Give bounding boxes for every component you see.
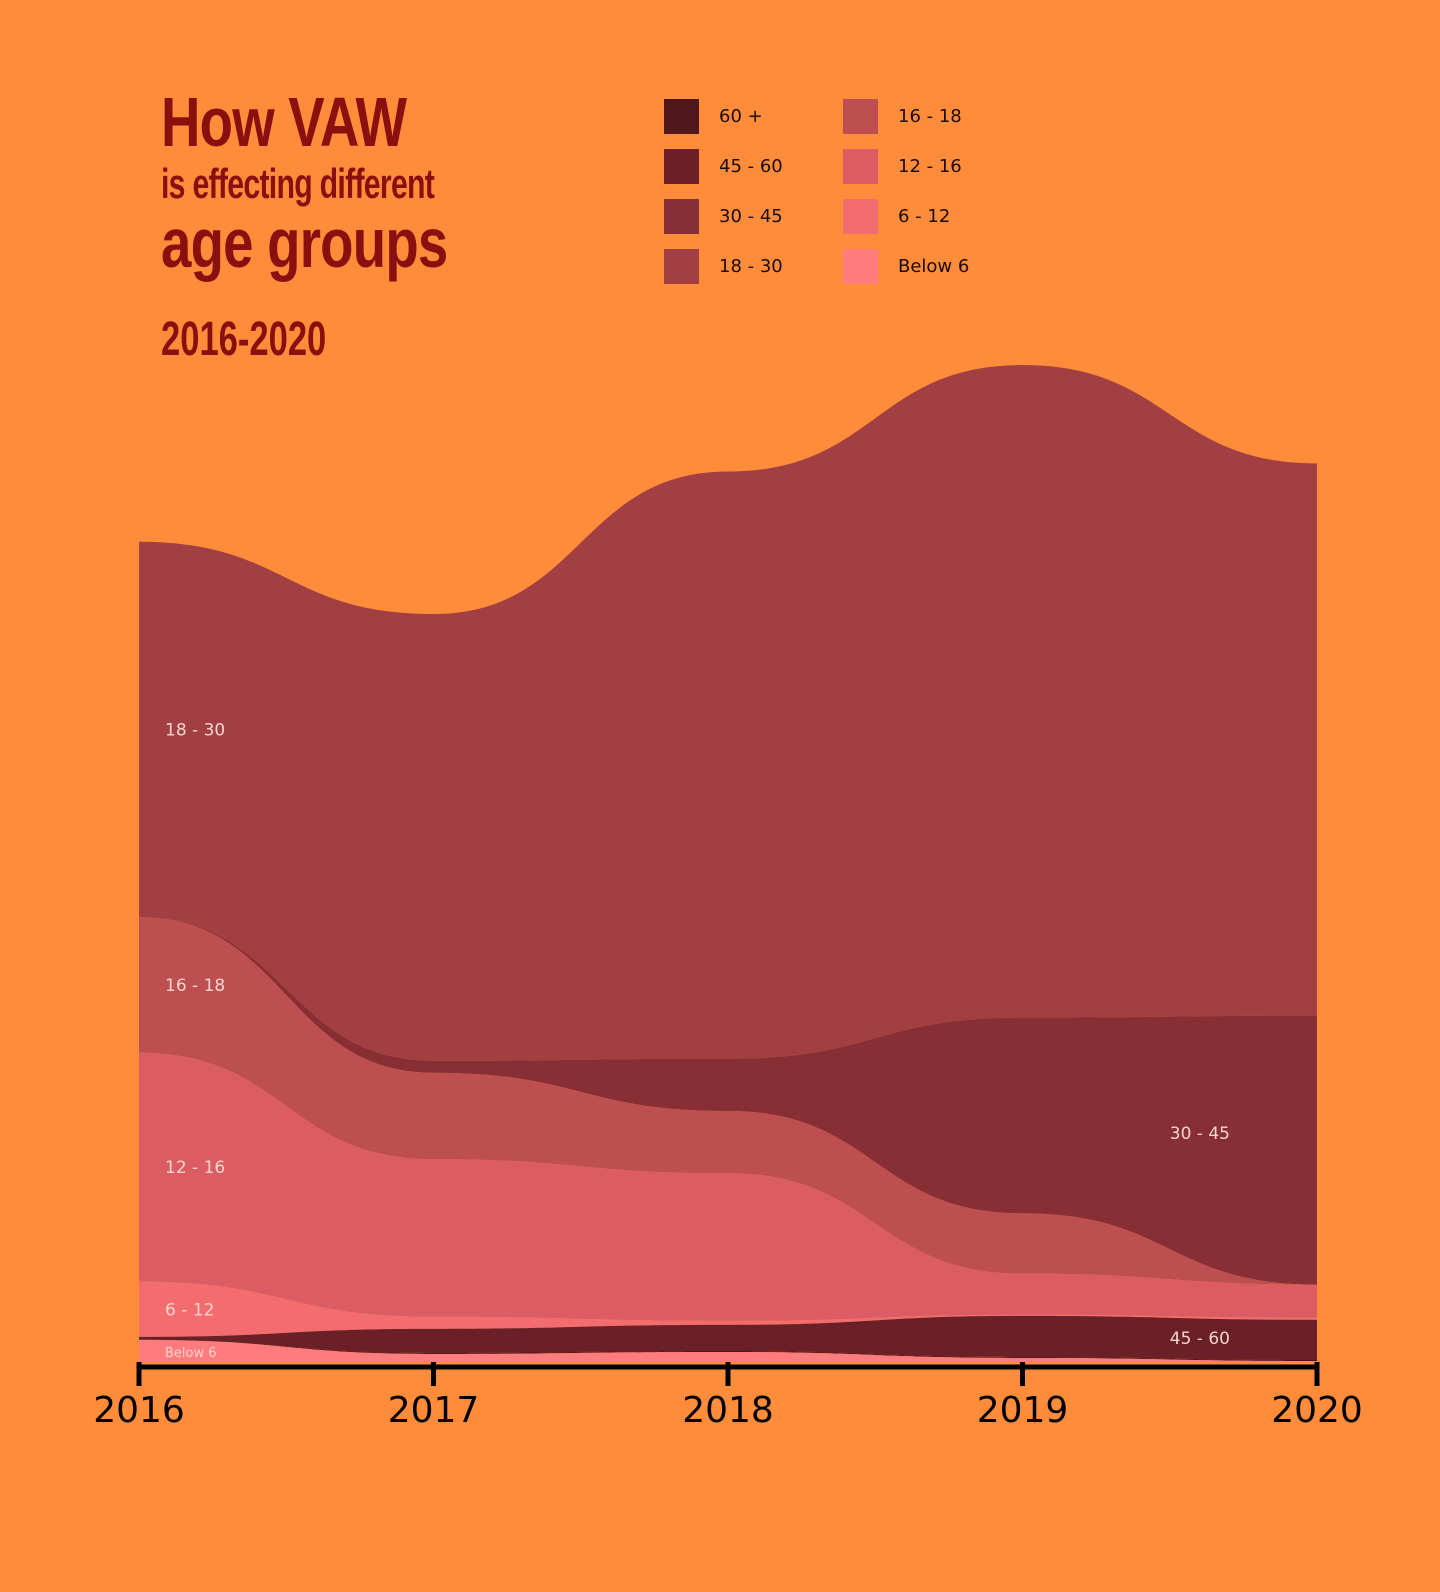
legend-item: 12 - 16 bbox=[843, 148, 962, 184]
title-line-3: age groups bbox=[161, 204, 448, 282]
stream-label: 6 - 12 bbox=[165, 1300, 214, 1320]
legend-swatch bbox=[664, 148, 699, 184]
legend-label: 6 - 12 bbox=[898, 205, 951, 227]
legend-item: Below 6 bbox=[843, 248, 969, 284]
title-line-1: How VAW bbox=[161, 83, 407, 161]
stream-area bbox=[139, 365, 1317, 1061]
legend-item: 18 - 30 bbox=[664, 248, 783, 284]
legend-swatch bbox=[843, 148, 878, 184]
stream-area bbox=[139, 917, 1317, 1285]
legend-item: 6 - 12 bbox=[843, 198, 950, 234]
legend-swatch bbox=[664, 248, 699, 284]
legend-label: 18 - 30 bbox=[719, 255, 783, 277]
legend-swatch bbox=[843, 248, 878, 284]
stream-label: 16 - 18 bbox=[165, 976, 225, 996]
title-line-2: is effecting different bbox=[161, 160, 435, 207]
legend-swatch bbox=[843, 98, 878, 134]
legend-swatch bbox=[664, 198, 699, 234]
legend-item: 60 + bbox=[664, 98, 763, 134]
legend-item: 16 - 18 bbox=[843, 98, 962, 134]
legend-swatch bbox=[843, 198, 878, 234]
stream-label: 18 - 30 bbox=[165, 720, 225, 740]
x-tick-label: 2017 bbox=[388, 1390, 480, 1431]
legend-label: Below 6 bbox=[898, 255, 970, 277]
stream-area bbox=[139, 1281, 1317, 1337]
chart-subtitle-years: 2016-2020 bbox=[161, 313, 327, 366]
chart-title: How VAW is effecting different age group… bbox=[161, 84, 540, 278]
legend-swatch bbox=[664, 98, 699, 134]
stream-area bbox=[139, 917, 1317, 1285]
stream-label: 45 - 60 bbox=[1170, 1329, 1230, 1349]
x-tick-label: 2018 bbox=[682, 1390, 774, 1431]
legend-label: 16 - 18 bbox=[898, 105, 962, 127]
stream-label: Below 6 bbox=[165, 1346, 217, 1361]
legend-label: 45 - 60 bbox=[719, 155, 783, 177]
stream-label: 30 - 45 bbox=[1170, 1124, 1230, 1144]
legend-label: 12 - 16 bbox=[898, 155, 962, 177]
legend-label: 30 - 45 bbox=[719, 205, 783, 227]
legend-item: 45 - 60 bbox=[664, 148, 783, 184]
stream-area bbox=[139, 1339, 1317, 1362]
stream-area bbox=[139, 1315, 1317, 1360]
legend-item: 30 - 45 bbox=[664, 198, 783, 234]
x-tick-label: 2020 bbox=[1271, 1390, 1363, 1431]
x-tick-label: 2016 bbox=[93, 1390, 185, 1431]
stream-areas bbox=[139, 365, 1317, 1362]
stream-labels: 18 - 30 16 - 18 12 - 16 6 - 12 Below 6 30 - 4… bbox=[165, 720, 1230, 1360]
x-tick-label: 2019 bbox=[977, 1390, 1069, 1431]
x-axis: 2016 2017 2018 2019 2020 bbox=[93, 1362, 1363, 1431]
stream-label: 12 - 16 bbox=[165, 1158, 225, 1178]
stream-area bbox=[139, 1052, 1317, 1321]
legend-label: 60 + bbox=[719, 105, 763, 127]
